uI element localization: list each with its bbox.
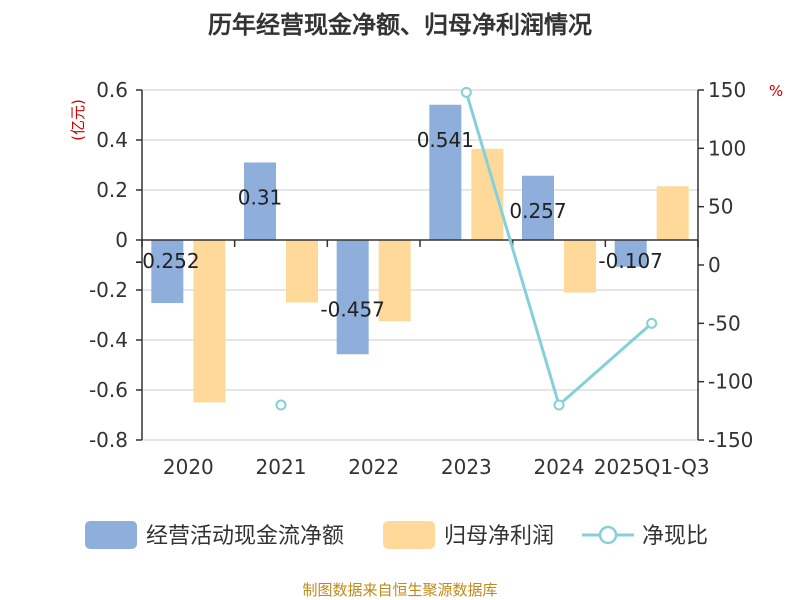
data-label-cash-flow: 0.541: [417, 128, 474, 152]
data-labels: -0.252 0.31 -0.457 0.541 0.257 -0.107: [135, 128, 663, 322]
data-label-cash-flow: -0.457: [320, 297, 384, 321]
bar-net-profit: [286, 240, 318, 303]
axes: [136, 89, 704, 441]
data-label-cash-flow: 0.257: [509, 199, 566, 223]
right-tick-label: -50: [708, 311, 741, 335]
bar-cash-flow: [336, 240, 369, 355]
bar-cash-flow: [244, 162, 276, 240]
category-label: 2020: [163, 455, 214, 479]
legend-label-ratio: 净现比: [642, 524, 708, 549]
left-axis-unit: (亿元): [69, 99, 87, 141]
ratio-point: [553, 399, 565, 411]
bar-cash-flow: [522, 175, 554, 240]
legend-label-cash-flow: 经营活动现金流净额: [146, 524, 344, 549]
left-tick-label: 0.2: [96, 178, 128, 202]
chart-title: 历年经营现金净额、归母净利润情况: [208, 11, 592, 39]
bar-cash-flow: [429, 104, 462, 240]
right-tick-label: 150: [708, 78, 746, 102]
data-label-cash-flow: -0.107: [598, 249, 662, 273]
right-tick-label: -100: [708, 370, 753, 394]
legend: 经营活动现金流净额 归母净利润 净现比: [85, 521, 708, 549]
category-label: 2021: [256, 455, 307, 479]
left-tick-label: -0.8: [89, 428, 128, 452]
right-tick-label: -150: [708, 428, 753, 452]
left-tick-label: -0.4: [89, 328, 128, 352]
ratio-line: [275, 86, 658, 411]
bar-net-profit: [193, 240, 226, 403]
right-tick-label: 50: [708, 195, 733, 219]
legend-swatch-net-profit: [383, 521, 435, 549]
legend-swatch-cash-flow: [85, 521, 137, 549]
bar-net-profit: [564, 240, 596, 293]
category-label: 2025Q1-Q3: [594, 455, 710, 479]
left-tick-label: 0.4: [96, 128, 128, 152]
bar-net-profit: [656, 186, 689, 240]
ratio-point: [460, 86, 472, 98]
bar-cash-flow: [151, 240, 184, 303]
bars: [151, 104, 689, 403]
legend-label-net-profit: 归母净利润: [444, 524, 554, 549]
source-note: 制图数据来自恒生聚源数据库: [302, 581, 497, 599]
left-tick-label: 0.6: [96, 78, 128, 102]
data-label-cash-flow: 0.31: [238, 186, 283, 210]
bar-net-profit: [378, 240, 411, 322]
zero-axis: [141, 239, 699, 247]
data-label-cash-flow: -0.252: [135, 249, 199, 273]
category-label: 2022: [348, 455, 399, 479]
category-label: 2023: [441, 455, 492, 479]
bar-cash-flow: [614, 240, 647, 267]
tick-labels: 0.6 0.4 0.2 0 -0.2 -0.4 -0.6 -0.8 150 100 50 0 -50 -1…: [89, 78, 753, 479]
ratio-point: [275, 399, 287, 411]
left-tick-label: -0.2: [89, 278, 128, 302]
left-tick-label: 0: [115, 228, 128, 252]
legend-marker-ratio: [598, 525, 618, 545]
right-tick-label: 100: [708, 136, 746, 160]
right-axis-unit: %: [769, 82, 783, 100]
right-tick-label: 0: [708, 253, 721, 277]
left-tick-label: -0.6: [89, 378, 128, 402]
ratio-point: [646, 317, 658, 329]
category-label: 2024: [534, 455, 585, 479]
